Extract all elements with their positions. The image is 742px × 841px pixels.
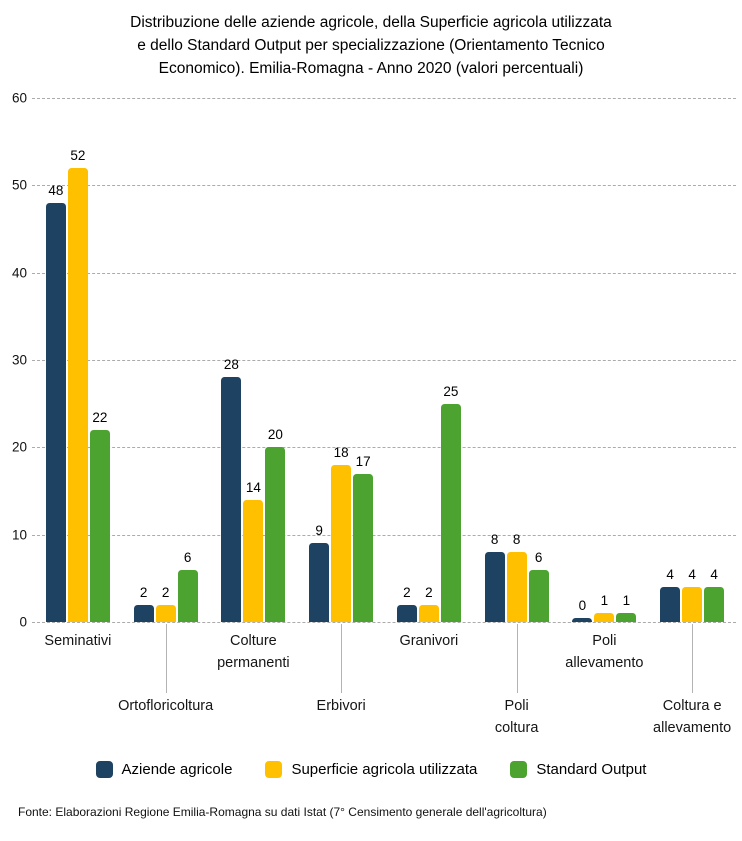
bar	[704, 587, 725, 622]
y-axis-label: 50	[11, 177, 27, 193]
legend-item-2: Standard Output	[510, 761, 646, 778]
legend-item-1: Superficie agricola utilizzata	[265, 761, 477, 778]
legend-label: Superficie agricola utilizzata	[291, 761, 478, 778]
legend-label: Aziende agricole	[121, 761, 233, 778]
category-label: Colture permanenti	[217, 633, 290, 671]
bar-value-label: 20	[267, 427, 283, 443]
bar	[309, 543, 330, 622]
bar-value-label: 8	[490, 532, 499, 548]
category-label: Coltura e allevamento	[653, 698, 732, 736]
y-axis-label: 30	[11, 352, 27, 368]
legend-swatch	[510, 761, 528, 778]
bar-value-label: 9	[315, 523, 323, 539]
bar	[682, 587, 703, 622]
bar-value-label: 18	[333, 444, 349, 460]
bar-value-label: 48	[48, 182, 64, 198]
bar-value-label: 8	[512, 532, 521, 548]
bar-value-label: 2	[161, 584, 170, 600]
category-label: Poli coltura	[494, 698, 539, 736]
category-tick	[692, 624, 694, 693]
legend-swatch	[95, 761, 113, 778]
bar	[221, 377, 242, 622]
bar	[418, 604, 439, 622]
bar	[353, 473, 374, 622]
bar	[660, 587, 681, 622]
plot-area: 0 10 20 30 40 50 60 48 52 22 Seminativi 2 2 6 Ortoflor…	[11, 90, 736, 736]
gridline	[32, 622, 736, 623]
category-label: Ortofloricoltura	[118, 698, 214, 714]
y-axis-label: 40	[11, 265, 27, 281]
y-axis-label: 60	[11, 90, 27, 106]
bar-value-label: 22	[92, 409, 108, 425]
legend-swatch	[265, 761, 283, 778]
source-note: Fonte: Elaborazioni Regione Emilia-Romag…	[18, 805, 547, 819]
gridline	[32, 360, 736, 361]
bar-value-label: 25	[443, 383, 459, 399]
bar-value-label: 4	[710, 567, 718, 583]
bar	[265, 447, 286, 622]
gridline	[32, 98, 736, 99]
bar-value-label: 28	[223, 357, 239, 373]
gridline	[32, 447, 736, 449]
category-label: Seminativi	[44, 633, 112, 649]
bar	[155, 604, 176, 622]
category-label: Granivori	[399, 633, 459, 649]
bar-value-label: 4	[666, 567, 674, 583]
legend-label: Standard Output	[536, 761, 647, 778]
category-label: Erbivori	[316, 698, 366, 714]
bar	[440, 403, 461, 622]
bar-value-label: 2	[425, 584, 433, 600]
bar	[594, 613, 615, 622]
legend: Aziende agricole Superficie agricola util…	[0, 761, 742, 778]
gridline	[32, 534, 736, 536]
bar	[528, 569, 549, 622]
bar	[396, 604, 417, 622]
bar-value-label: 6	[183, 549, 192, 565]
bar-value-label: 52	[70, 147, 86, 163]
bar-value-label: 2	[403, 584, 411, 600]
bar-value-label: 2	[139, 584, 148, 600]
y-axis-label: 10	[11, 527, 27, 543]
gridline	[32, 272, 736, 274]
bar-value-label: 4	[688, 567, 696, 583]
category-tick	[165, 624, 167, 693]
legend-item-0: Aziende agricole	[95, 761, 233, 778]
bar	[177, 569, 198, 622]
bar	[45, 202, 66, 622]
bar	[67, 167, 88, 622]
bar	[133, 604, 154, 622]
y-axis-label: 0	[19, 614, 27, 630]
bar	[331, 464, 352, 622]
category-tick	[516, 624, 518, 693]
bar	[243, 499, 264, 622]
bar-value-label: 1	[600, 593, 609, 609]
bar-value-label: 0	[578, 598, 587, 613]
category-label: Poli allevamento	[565, 633, 644, 671]
bar	[506, 552, 527, 622]
bar-value-label: 14	[245, 479, 261, 495]
bar	[89, 429, 110, 622]
bar	[572, 618, 593, 622]
category-tick	[341, 624, 343, 693]
chart-title: Distribuzione delle aziende agricole, de…	[130, 14, 612, 77]
bar-value-label: 6	[534, 549, 543, 565]
y-axis-label: 20	[11, 439, 27, 455]
gridline	[32, 185, 736, 187]
bar	[616, 613, 637, 622]
bar-value-label: 17	[355, 453, 371, 469]
bar	[484, 552, 505, 622]
bar-value-label: 1	[622, 593, 631, 609]
